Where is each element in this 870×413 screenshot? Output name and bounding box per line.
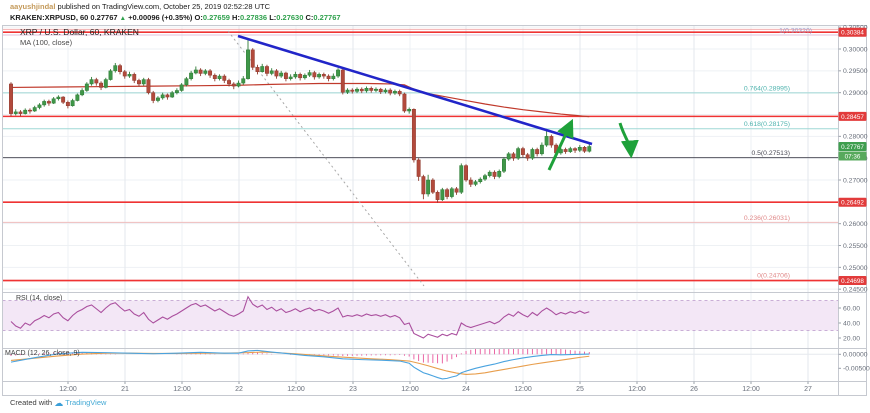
- svg-text:0.00000: 0.00000: [843, 352, 868, 359]
- high-value: 0.27836: [239, 13, 268, 22]
- svg-text:25: 25: [576, 386, 584, 393]
- published-text: published on TradingView.com, October 25…: [55, 2, 271, 11]
- price-badge: [838, 142, 867, 152]
- svg-text:0.25000: 0.25000: [843, 265, 868, 272]
- down-arrow: [618, 122, 639, 159]
- up-arrow: [547, 118, 574, 171]
- rsi-line: [10, 295, 590, 339]
- svg-text:0.30384: 0.30384: [841, 30, 864, 37]
- svg-text:0.29000: 0.29000: [843, 90, 868, 97]
- open-label: O:: [194, 13, 203, 22]
- fib-label: 0(0.24706): [757, 273, 790, 280]
- svg-text:23: 23: [349, 386, 357, 393]
- svg-text:27: 27: [804, 386, 812, 393]
- rsi-pane-label: RSI (14, close): [16, 295, 63, 302]
- price-pane[interactable]: 1(0.30320) 0.764(0.28995) 0.618(0.28175) 0.…: [2, 28, 839, 287]
- price-badge: [838, 151, 867, 161]
- price-axis[interactable]: 0.305000.300000.295000.290000.280000.275…: [838, 25, 870, 373]
- svg-text:60.00: 60.00: [843, 305, 860, 312]
- svg-text:12:00: 12:00: [287, 386, 305, 393]
- svg-text:0.28000: 0.28000: [843, 134, 868, 141]
- tradingview-cloud-logo-icon: ☁: [54, 398, 64, 408]
- arrow-up-icon: ▲: [119, 15, 127, 22]
- svg-text:26: 26: [690, 386, 698, 393]
- svg-text:0.26000: 0.26000: [843, 221, 868, 228]
- svg-text:0.29500: 0.29500: [843, 68, 868, 75]
- low-value: 0.27630: [276, 13, 304, 22]
- svg-text:0.24500: 0.24500: [843, 287, 868, 294]
- created-with-text: Created with: [10, 398, 53, 407]
- header: aayushjindal published on TradingView.co…: [10, 1, 870, 24]
- chart-legend-symbol: XRP / U.S. Dollar, 60, KRAKEN: [20, 27, 139, 37]
- high-label: H:: [232, 13, 240, 22]
- svg-text:22: 22: [235, 386, 243, 393]
- macd-line: [10, 349, 590, 380]
- svg-text:-0.00500: -0.00500: [843, 366, 870, 373]
- svg-text:21: 21: [121, 386, 129, 393]
- price-change: +0.00096 (+0.35%): [128, 13, 193, 22]
- svg-text:12:00: 12:00: [514, 386, 532, 393]
- svg-text:12:00: 12:00: [628, 386, 646, 393]
- svg-text:0.27000: 0.27000: [843, 177, 868, 184]
- open-value: 0.27659: [202, 13, 230, 22]
- svg-text:40.00: 40.00: [843, 320, 860, 327]
- price-badge: [838, 111, 867, 121]
- svg-text:24: 24: [462, 386, 470, 393]
- svg-text:0.27767: 0.27767: [841, 144, 864, 151]
- symbol-and-price: KRAKEN:XRPUSD, 60 0.27767: [10, 13, 118, 22]
- ma100-line: [10, 82, 590, 118]
- candles-layer: [9, 39, 592, 203]
- price-badge: [838, 276, 867, 286]
- price-badge: [838, 27, 867, 37]
- time-axis[interactable]: 12:00 21 12:00 22 12:00 23 12:00 24 12:00 25 12:00…: [59, 381, 812, 394]
- fib-label: 0.618(0.28175): [744, 121, 790, 128]
- svg-text:0.24698: 0.24698: [841, 278, 864, 285]
- svg-text:12:00: 12:00: [401, 386, 419, 393]
- publish-info: aayushjindal published on TradingView.co…: [10, 1, 870, 12]
- quote-line: KRAKEN:XRPUSD, 60 0.27767 ▲ +0.00096 (+0…: [10, 12, 870, 24]
- svg-text:0.25500: 0.25500: [843, 243, 868, 250]
- svg-text:0.30000: 0.30000: [843, 46, 868, 53]
- tradingview-link[interactable]: TradingView: [65, 398, 107, 407]
- svg-text:20.00: 20.00: [843, 335, 860, 342]
- svg-text:12:00: 12:00: [59, 386, 77, 393]
- svg-text:12:00: 12:00: [173, 386, 191, 393]
- price-badge: [838, 197, 867, 207]
- macd-pane[interactable]: [2, 346, 839, 380]
- low-label: L:: [269, 13, 277, 22]
- fib-label: 0.5(0.27513): [751, 150, 790, 157]
- trendline: [237, 34, 593, 146]
- fib-label: 0.236(0.26031): [744, 215, 790, 222]
- fib-label: 1(0.30320): [779, 28, 812, 35]
- frame: [2, 25, 867, 396]
- fib-label: 0.764(0.28995): [744, 85, 790, 92]
- svg-text:0.28457: 0.28457: [841, 114, 864, 121]
- close-value: 0.27767: [313, 13, 341, 22]
- author-name[interactable]: aayushjindal: [10, 2, 56, 11]
- macd-pane-label: MACD (12, 26, close, 9): [5, 350, 80, 357]
- footer: Created with ☁ TradingView: [10, 398, 106, 409]
- svg-text:0.26492: 0.26492: [841, 200, 864, 207]
- chart-legend-ma: MA (100, close): [20, 38, 73, 47]
- rsi-pane[interactable]: [2, 295, 839, 339]
- close-label: C:: [305, 13, 314, 22]
- svg-text:07:36: 07:36: [845, 153, 861, 160]
- svg-text:12:00: 12:00: [742, 386, 760, 393]
